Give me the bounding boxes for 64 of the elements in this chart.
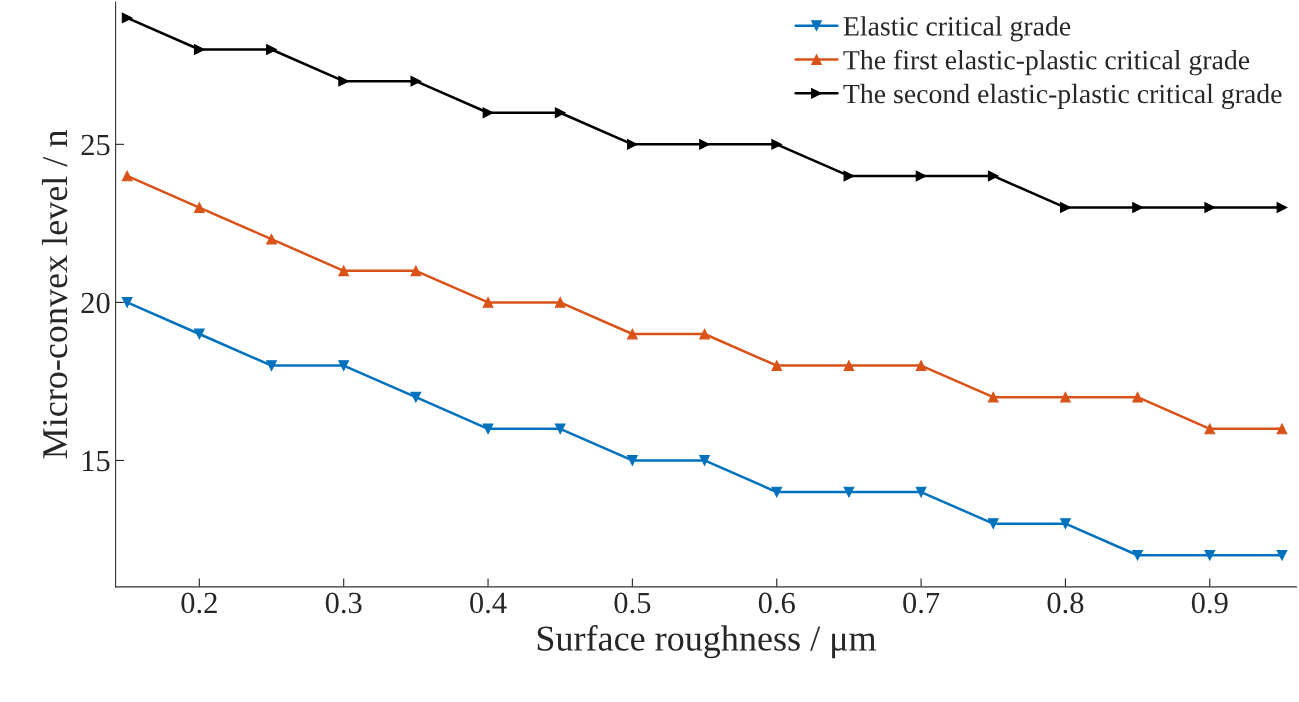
point: [193, 202, 205, 213]
point: [482, 107, 494, 119]
y-axis-title: Micro-convex level / n: [41, 130, 68, 459]
point: [1276, 549, 1288, 561]
y-tick-label: 15: [82, 450, 110, 472]
x-tick-label: 0.9: [1191, 592, 1228, 614]
x-tick-label: 0.7: [903, 592, 940, 614]
point: [266, 44, 277, 55]
x-tick-label: 0.2: [181, 592, 217, 614]
point: [1276, 423, 1288, 435]
point: [1060, 202, 1071, 213]
x-tick-label: 0.3: [325, 592, 362, 614]
point: [410, 391, 422, 403]
point: [1204, 423, 1216, 435]
point: [843, 486, 855, 498]
point: [338, 265, 350, 277]
point: [1060, 391, 1071, 403]
x-tick-label: 0.6: [758, 592, 795, 614]
point: [482, 423, 494, 435]
point: [771, 138, 783, 150]
point: [554, 107, 566, 119]
legend-label: The first elastic-plastic critical grade: [843, 49, 1250, 76]
point: [627, 328, 638, 340]
x-axis-title: Surface roughness / μm: [537, 625, 877, 659]
y-tick-label: 25: [81, 134, 110, 156]
point: [987, 170, 999, 182]
point: [482, 297, 494, 308]
point: [699, 328, 710, 340]
point: [915, 360, 927, 371]
x-tick-label: 0.5: [614, 592, 651, 614]
point: [627, 138, 638, 150]
point: [843, 360, 855, 371]
y-tick-label: 20: [81, 292, 110, 314]
point: [771, 486, 783, 498]
point: [1132, 391, 1143, 403]
legend-label: The second elastic-plastic critical grade: [843, 83, 1282, 110]
point: [338, 360, 350, 371]
point: [121, 12, 133, 24]
point: [121, 297, 133, 308]
point: [987, 391, 999, 403]
x-tick-label: 0.4: [470, 592, 507, 614]
point: [1132, 549, 1143, 561]
point: [410, 265, 422, 277]
point: [1204, 202, 1216, 213]
point: [554, 297, 566, 308]
point: [1132, 202, 1143, 213]
point: [266, 233, 277, 245]
point: [771, 360, 783, 371]
point: [193, 44, 205, 55]
x-tick-label: 0.8: [1047, 592, 1084, 614]
point: [699, 138, 710, 150]
point: [1204, 549, 1216, 561]
point: [1276, 202, 1288, 213]
point: [987, 518, 999, 530]
point: [627, 455, 638, 466]
point: [699, 455, 710, 466]
point: [1060, 518, 1071, 530]
point: [410, 75, 422, 87]
point: [554, 423, 566, 435]
point: [121, 170, 133, 182]
point: [266, 360, 277, 371]
legend-label: Elastic critical grade: [843, 16, 1071, 42]
point: [915, 486, 927, 498]
point: [193, 328, 205, 340]
